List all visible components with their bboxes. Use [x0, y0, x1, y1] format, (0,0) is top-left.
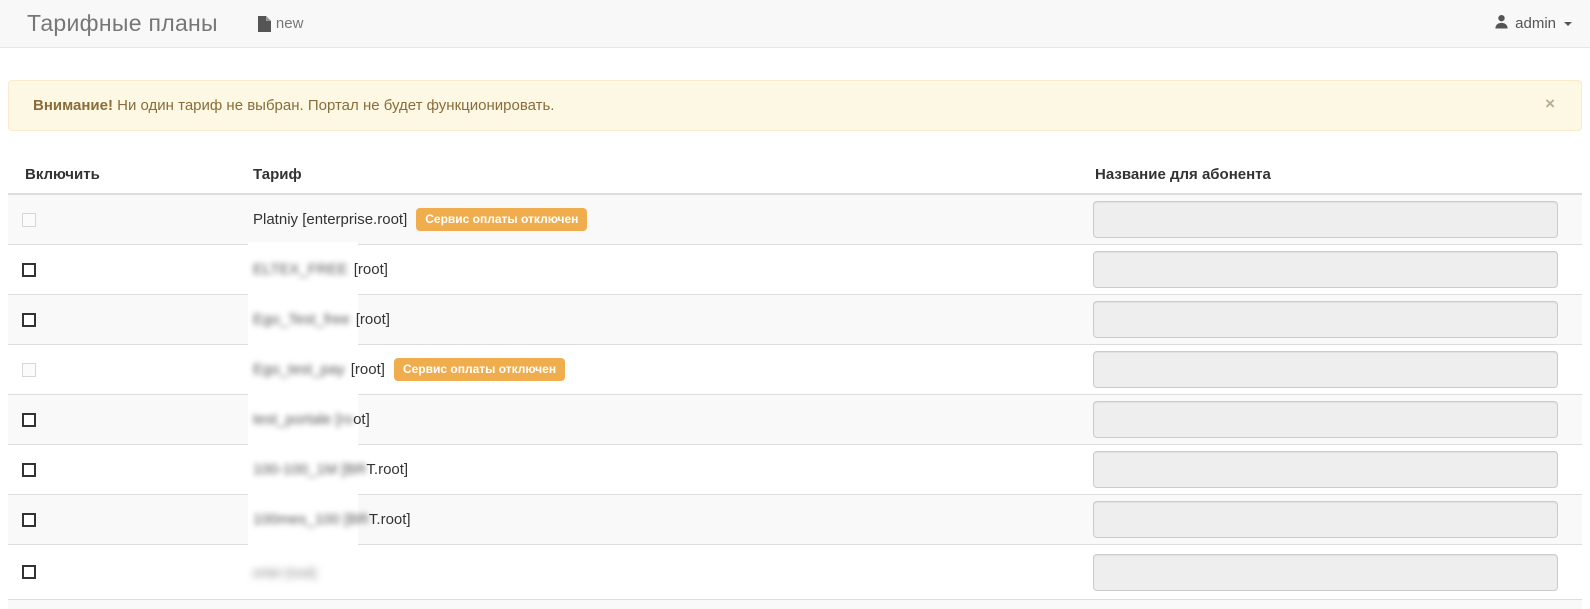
subscriber-name-input[interactable]	[1093, 401, 1558, 438]
user-menu[interactable]: admin	[1494, 14, 1572, 33]
privacy-blur-overlay	[248, 242, 358, 545]
column-header-tariff: Тариф	[253, 166, 302, 183]
enable-checkbox[interactable]	[22, 312, 36, 327]
table-row: 100mes_100 [BRT.root]	[8, 495, 1582, 545]
table-row: 100-100_1M [BRT.root]	[8, 445, 1582, 495]
subscriber-name-input[interactable]	[1093, 301, 1558, 338]
payment-disabled-badge: Сервис оплаты отключен	[393, 358, 566, 381]
nav-item-new-label: new	[275, 15, 304, 32]
tariff-name: [root]	[355, 311, 390, 328]
enable-checkbox	[22, 212, 36, 227]
table-row-partial	[8, 600, 1582, 609]
tariff-name: ot]	[353, 411, 370, 428]
subscriber-name-input[interactable]	[1093, 201, 1558, 238]
tariff-name-redacted: ELTEX_FREE	[253, 261, 348, 278]
tariff-name: T.root]	[368, 511, 411, 528]
top-navbar: Тарифные планы new admin	[0, 0, 1590, 48]
subscriber-name-input[interactable]	[1093, 251, 1558, 288]
tariff-name-redacted: test_portale [ro	[253, 411, 354, 428]
tariff-name: [root]	[350, 361, 385, 378]
table-row: Platniy [enterprise.root] Сервис оплаты …	[8, 195, 1582, 245]
tariff-table: Включить Тариф Название для абонента Pla…	[8, 157, 1582, 609]
table-header-row: Включить Тариф Название для абонента	[8, 157, 1582, 195]
payment-disabled-badge: Сервис оплаты отключен	[416, 208, 588, 231]
tariff-name-redacted: Ego_test_pay	[253, 361, 345, 378]
page-title: Тарифные планы	[27, 10, 218, 36]
user-icon	[1494, 14, 1509, 33]
enable-checkbox[interactable]	[22, 462, 36, 477]
column-header-enable: Включить	[25, 166, 100, 183]
enable-checkbox[interactable]	[22, 512, 36, 527]
tariff-name-redacted: enter [root]	[253, 564, 316, 580]
subscriber-name-input[interactable]	[1093, 553, 1558, 591]
table-row: Ego_Test_free [root]	[8, 295, 1582, 345]
chevron-down-icon	[1564, 21, 1572, 26]
subscriber-name-input[interactable]	[1093, 501, 1558, 538]
table-row: enter [root]	[8, 545, 1582, 600]
tariff-name: T.root]	[366, 461, 409, 478]
warning-alert-title: Внимание!	[33, 97, 113, 114]
warning-alert-message: Ни один тариф не выбран. Портал не будет…	[117, 97, 555, 114]
enable-checkbox[interactable]	[22, 565, 36, 579]
user-menu-label: admin	[1515, 15, 1556, 32]
table-row: Ego_test_pay [root] Сервис оплаты отключе…	[8, 345, 1582, 395]
enable-checkbox	[22, 362, 36, 377]
nav-item-new[interactable]: new	[257, 15, 304, 32]
close-icon[interactable]: ×	[1545, 94, 1555, 113]
warning-alert: Внимание! Ни один тариф не выбран. Порта…	[8, 80, 1582, 131]
tariff-name: Platniy [enterprise.root]	[253, 211, 408, 228]
tariff-name: [root]	[353, 261, 388, 278]
subscriber-name-input[interactable]	[1093, 351, 1558, 388]
tariff-name-redacted: 100mes_100 [BR	[253, 511, 369, 528]
tariff-name-redacted: 100-100_1M [BR	[253, 461, 367, 478]
tariff-name-redacted: Ego_Test_free	[253, 311, 350, 328]
enable-checkbox[interactable]	[22, 262, 36, 277]
enable-checkbox[interactable]	[22, 412, 36, 427]
table-row: test_portale [root]	[8, 395, 1582, 445]
table-row: ELTEX_FREE [root]	[8, 245, 1582, 295]
column-header-subscriber-name: Название для абонента	[1095, 166, 1271, 183]
file-icon	[257, 15, 271, 32]
subscriber-name-input[interactable]	[1093, 451, 1558, 488]
